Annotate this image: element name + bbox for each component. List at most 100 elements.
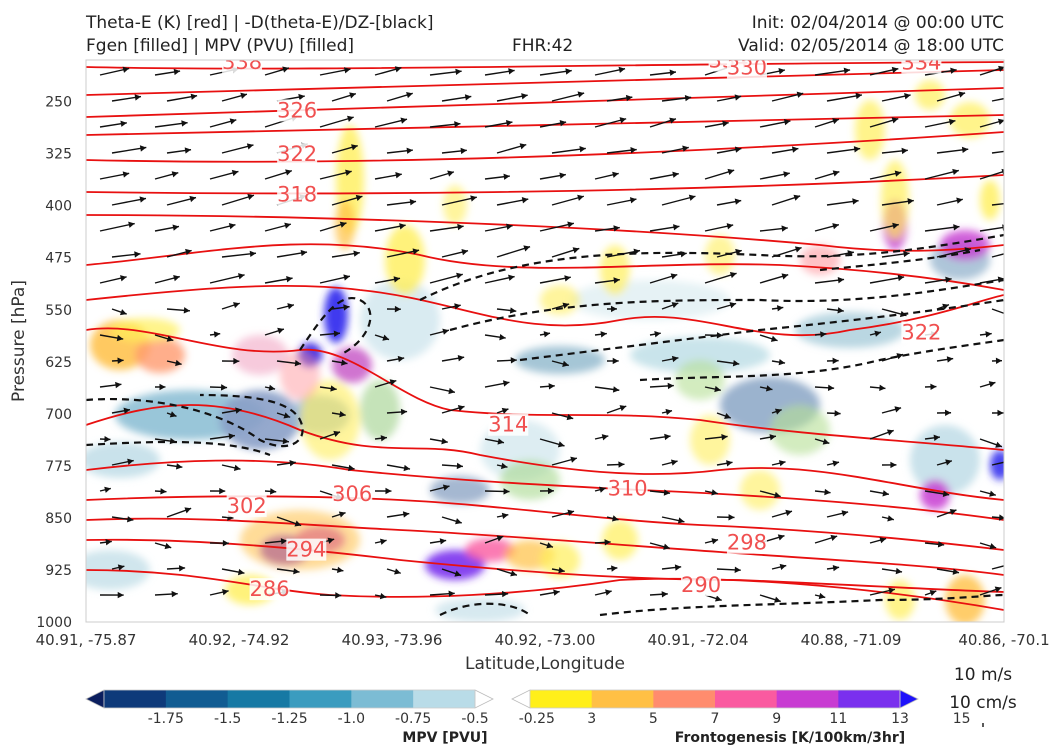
contour-label-bg — [488, 413, 529, 436]
wind-vector-arrow — [484, 274, 515, 284]
x-axis-label: Latitude,Longitude — [465, 654, 625, 674]
wind-vector-arrow — [221, 250, 257, 258]
wind-vector-arrow — [209, 169, 239, 180]
wind-vector-arrow — [991, 409, 1004, 417]
wind-vector-arrow — [166, 463, 183, 470]
wind-vector-arrow — [759, 334, 778, 342]
theta-e-contour — [86, 114, 1004, 136]
wind-vector-arrow — [374, 334, 390, 341]
wind-vector-arrow — [716, 146, 742, 154]
wind-vector-arrow — [154, 171, 179, 180]
contour-label-bg — [286, 538, 327, 561]
fgen-colorbar-tick-label: 7 — [711, 711, 720, 727]
mpv-colorbar-segment — [289, 690, 352, 708]
wind-vector-arrow — [429, 170, 455, 180]
wind-vector-arrow — [551, 146, 586, 154]
x-tick-label: 40.91, -72.04 — [648, 631, 749, 649]
wind-vector-arrow — [386, 147, 413, 154]
wind-vector-arrow — [539, 275, 571, 284]
y-tick-label: 925 — [45, 563, 72, 579]
theta-e-contour-label: 334 — [901, 51, 941, 75]
wind-vector-arrow — [386, 464, 411, 472]
wind-vector-arrow — [319, 115, 354, 128]
wind-vector-arrow — [221, 357, 240, 365]
theta-e-contour-label: 330 — [727, 55, 767, 79]
wind-vector-arrow — [441, 249, 469, 258]
wind-vector-arrow — [649, 331, 661, 338]
wind-vector-arrow — [209, 273, 245, 284]
wind-vector-arrow — [374, 223, 406, 232]
valid-time: Valid: 02/05/2014 @ 18:00 UTC — [738, 36, 1004, 56]
filled-contour-region — [435, 598, 525, 622]
wind-vector-arrow — [661, 408, 673, 416]
filled-contour-region — [915, 80, 945, 110]
wind-vector-arrow — [496, 462, 508, 470]
wind-vector-arrow — [264, 488, 277, 495]
wind-vector-arrow — [319, 330, 341, 337]
wind-vector-arrow — [771, 146, 799, 154]
theta-e-contour-label: 338 — [222, 50, 262, 74]
wind-vector-arrow — [869, 330, 882, 337]
wind-vector-arrow — [826, 460, 840, 467]
contour-label-bg — [332, 483, 373, 506]
wind-vector-arrow — [551, 456, 578, 466]
wind-vector-arrow — [374, 487, 392, 495]
wind-vector-arrow — [484, 333, 506, 341]
wind-vector-arrow — [276, 459, 296, 467]
filled-contour-region — [920, 480, 950, 510]
wind-vector-arrow — [716, 566, 741, 574]
wind-vector-arrow — [319, 430, 341, 440]
filled-contour-region — [940, 230, 990, 260]
wind-vector-arrow — [221, 407, 242, 414]
wind-vector-arrow — [936, 356, 954, 363]
stability-contour — [449, 278, 1004, 332]
wind-vector-arrow — [826, 410, 841, 417]
y-tick-label: 1000 — [36, 615, 72, 631]
wind-vector-arrow — [594, 225, 620, 232]
wind-vector-arrow — [979, 65, 1004, 76]
fgen-colorbar-segment — [530, 690, 593, 708]
wind-vector-arrow — [814, 488, 831, 496]
wind-vector-arrow — [111, 94, 142, 102]
fgen-colorbar-tick-label: 15 — [953, 711, 971, 727]
wind-vector-arrow — [264, 538, 288, 545]
theta-e-contour-label: 322 — [901, 320, 941, 344]
y-tick-label: 850 — [45, 511, 72, 527]
wind-vector-arrow — [924, 383, 937, 390]
wind-vector-arrow — [331, 304, 350, 311]
wind-vector-arrow — [704, 385, 721, 393]
wind-vector-arrow — [826, 198, 859, 206]
wind-vector-arrow — [759, 273, 789, 284]
wind-vector-arrow — [936, 409, 952, 417]
wind-vector-arrow — [869, 587, 896, 596]
wind-vector-arrow — [154, 590, 178, 598]
wind-vector-arrow — [814, 534, 838, 544]
mpv-colorbar-segment — [165, 690, 229, 708]
wind-vector-arrow — [551, 194, 585, 206]
wind-vector-arrow — [386, 511, 410, 518]
wind-vector-arrow — [496, 93, 528, 102]
x-tick-label: 40.92, -73.00 — [495, 631, 596, 649]
wind-vector-arrow — [869, 222, 899, 232]
wind-vector-arrow — [826, 146, 861, 154]
wind-vector-arrow — [924, 276, 952, 284]
contour-label-bg — [277, 143, 318, 166]
wind-vector-arrow — [539, 542, 554, 549]
wind-vector-arrow — [869, 117, 899, 128]
contour-label-bg — [277, 99, 318, 122]
wind-vector-arrow — [276, 303, 295, 310]
wind-vector-arrow — [716, 248, 742, 258]
wind-vector-arrow — [386, 568, 401, 575]
wind-vector-arrow — [869, 384, 886, 392]
wind-vector-arrow — [99, 221, 135, 232]
wind-vector-arrow — [99, 275, 127, 284]
wind-vector-arrow — [319, 169, 352, 180]
wind-key-horizontal: 10 m/s — [954, 665, 1012, 685]
wind-vector-arrow — [331, 464, 355, 472]
wind-vector-arrow — [166, 147, 192, 154]
frontogenesis-colorbar: 3 5 7 9 11 13 15 — [511, 689, 971, 727]
theta-e-contour — [86, 69, 1004, 96]
wind-vector-arrow — [936, 146, 969, 154]
wind-vector-arrow — [991, 253, 1004, 258]
wind-vector-arrow — [771, 460, 786, 467]
